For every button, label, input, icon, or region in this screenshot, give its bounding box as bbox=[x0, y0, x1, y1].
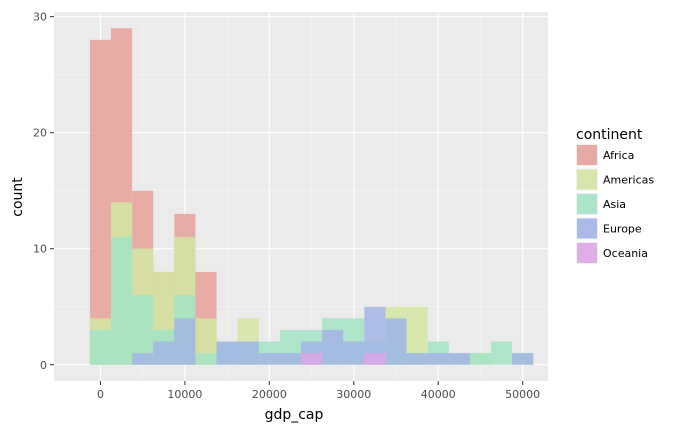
bar-europe bbox=[427, 353, 449, 365]
x-tick-label: 20000 bbox=[252, 388, 287, 401]
legend-label-africa: Africa bbox=[603, 149, 634, 162]
legend: continent Africa Americas Asia Europe Oceani… bbox=[576, 127, 654, 264]
x-tick-label: 50000 bbox=[505, 388, 540, 401]
legend-swatch-americas bbox=[577, 169, 597, 190]
bar-europe bbox=[216, 341, 238, 365]
bar-asia bbox=[469, 353, 491, 365]
bar-europe bbox=[512, 353, 534, 365]
x-tick-label: 10000 bbox=[167, 388, 202, 401]
x-axis-ticks: 0 10000 20000 30000 40000 50000 bbox=[97, 381, 540, 401]
bar-europe bbox=[153, 341, 175, 365]
x-tick-label: 30000 bbox=[336, 388, 371, 401]
legend-swatch-africa bbox=[577, 145, 597, 165]
legend-swatch-oceania bbox=[577, 243, 597, 263]
bar-europe bbox=[132, 353, 154, 365]
legend-label-europe: Europe bbox=[603, 223, 642, 236]
bar-oceania bbox=[301, 353, 323, 365]
bar-europe bbox=[448, 353, 470, 365]
bar-europe bbox=[406, 353, 428, 365]
y-axis-title: count bbox=[10, 177, 26, 217]
legend-title: continent bbox=[576, 127, 643, 143]
y-tick-label: 0 bbox=[40, 359, 47, 372]
bar-asia bbox=[111, 237, 133, 365]
legend-label-asia: Asia bbox=[603, 198, 626, 211]
legend-label-americas: Americas bbox=[603, 174, 654, 187]
legend-swatch-europe bbox=[577, 218, 597, 239]
legend-label-oceania: Oceania bbox=[603, 247, 648, 260]
legend-swatch-asia bbox=[577, 194, 597, 214]
histogram-bars bbox=[89, 28, 534, 365]
x-tick-label: 0 bbox=[97, 388, 104, 401]
bar-asia bbox=[491, 341, 513, 365]
y-tick-label: 20 bbox=[33, 127, 47, 140]
bar-asia bbox=[89, 329, 111, 365]
y-tick-label: 10 bbox=[33, 243, 47, 256]
y-axis-ticks: 0 10 20 30 bbox=[33, 11, 54, 372]
minor-gridlines bbox=[54, 12, 548, 381]
bar-asia bbox=[195, 353, 217, 365]
bar-europe bbox=[258, 353, 280, 365]
bar-americas bbox=[406, 306, 428, 365]
bar-europe bbox=[174, 318, 196, 365]
bar-oceania bbox=[364, 353, 386, 365]
x-axis-title: gdp_cap bbox=[265, 407, 324, 423]
x-tick-label: 40000 bbox=[421, 388, 456, 401]
bar-asia bbox=[132, 295, 154, 365]
bar-europe bbox=[364, 306, 386, 365]
bar-europe bbox=[343, 341, 365, 365]
y-tick-label: 30 bbox=[33, 11, 47, 24]
bar-europe bbox=[385, 318, 407, 365]
bar-europe bbox=[237, 341, 259, 365]
bar-europe bbox=[279, 353, 301, 365]
bar-europe bbox=[322, 329, 344, 365]
bar-africa bbox=[89, 39, 111, 365]
